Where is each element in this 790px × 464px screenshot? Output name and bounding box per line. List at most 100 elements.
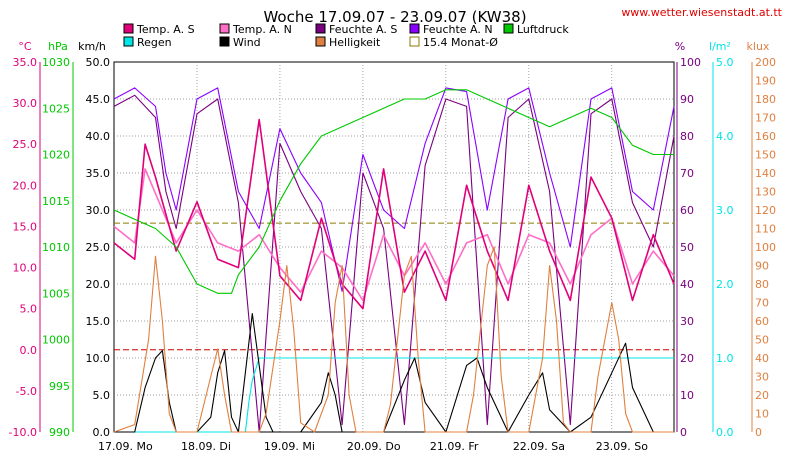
tick-humidity: 0 [680,426,687,439]
x-tick-label: 21.09. Fr [430,440,479,453]
tick-light: 170 [755,112,776,125]
tick-wind: 20.0 [86,278,111,291]
legend-swatch [123,23,134,34]
legend-label: Feuchte A. S [329,23,397,36]
x-tick-label: 17.09. Mo [98,440,153,453]
x-tick-label: 20.09. Do [347,440,401,453]
tick-temp: 35.0 [13,56,38,69]
tick-light: 110 [755,223,776,236]
tick-light: 130 [755,186,776,199]
x-tick-label: 18.09. Di [181,440,231,453]
tick-light: 10 [755,408,769,421]
legend-swatch [219,36,230,47]
legend-swatch [315,36,326,47]
legend-label: Luftdruck [517,23,569,36]
tick-humidity: 70 [680,167,694,180]
tick-light: 180 [755,93,776,106]
source-url[interactable]: www.wetter.wiesenstadt.at.tt [621,6,782,19]
axis-unit-light: klux [747,40,770,53]
legend-swatch [503,23,514,34]
tick-temp: 30.0 [13,97,38,110]
tick-pressure: 1020 [42,149,70,162]
tick-light: 0 [755,426,762,439]
tick-pressure: 1010 [42,241,70,254]
x-tick-label: 23.09. So [596,440,648,453]
legend-swatch [123,36,134,47]
tick-light: 90 [755,260,769,273]
tick-light: 40 [755,352,769,365]
tick-humidity: 50 [680,241,694,254]
tick-wind: 40.0 [86,130,111,143]
tick-light: 160 [755,130,776,143]
tick-rain: 4.0 [716,130,734,143]
series-feuchte-a-n [113,87,675,292]
tick-temp: 25.0 [13,138,38,151]
tick-light: 200 [755,56,776,69]
legend-swatch [219,23,230,34]
tick-light: 70 [755,297,769,310]
tick-pressure: 1000 [42,334,70,347]
tick-humidity: 100 [680,56,701,69]
tick-temp: -5.0 [16,385,37,398]
series-helligkeit [113,246,674,433]
legend-label: Regen [137,36,172,49]
series-luftdruck [113,89,674,294]
chart-series [113,87,675,433]
tick-wind: 35.0 [86,167,111,180]
axis-unit-rain: l/m² [709,40,731,53]
tick-pressure: 1015 [42,195,70,208]
x-tick-label: 22.09. Sa [513,440,565,453]
legend-swatch [409,36,420,47]
legend-swatch [409,23,420,34]
tick-humidity: 80 [680,130,694,143]
tick-light: 80 [755,278,769,291]
tick-pressure: 1025 [42,102,70,115]
tick-wind: 0.0 [93,426,111,439]
axis-unit-pressure: hPa [48,40,68,53]
tick-humidity: 90 [680,93,694,106]
tick-rain: 0.0 [716,426,734,439]
tick-light: 140 [755,167,776,180]
series-regen [114,357,674,433]
tick-humidity: 40 [680,278,694,291]
chart-grid: 17.09. Mo 18.09. Di 19.09. Mi 20.09. Do 21.0… [98,61,675,453]
tick-temp: -10.0 [9,426,37,439]
legend-swatch [315,23,326,34]
legend-label: Temp. A. S [136,23,195,36]
tick-wind: 50.0 [86,56,111,69]
tick-wind: 5.0 [93,389,111,402]
tick-light: 190 [755,75,776,88]
tick-pressure: 1005 [42,287,70,300]
tick-wind: 15.0 [86,315,111,328]
tick-wind: 10.0 [86,352,111,365]
tick-temp: 20.0 [13,179,38,192]
axis-unit-temp: °C [18,40,32,53]
tick-wind: 30.0 [86,204,111,217]
legend-label: Temp. A. N [232,23,292,36]
tick-light: 150 [755,149,776,162]
x-tick-label: 19.09. Mi [264,440,315,453]
tick-light: 60 [755,315,769,328]
tick-temp: 15.0 [13,220,38,233]
tick-pressure: 990 [49,426,70,439]
axis-unit-wind: km/h [78,40,106,53]
legend-label: Wind [233,36,261,49]
tick-rain: 5.0 [716,56,734,69]
tick-pressure: 995 [49,380,70,393]
series-feuchte-a-s [113,94,675,433]
tick-light: 100 [755,241,776,254]
tick-humidity: 20 [680,352,694,365]
chart-title: Woche 17.09.07 - 23.09.07 (KW38) [263,8,526,26]
series-temp-a-s [113,118,675,310]
tick-temp: 0.0 [20,344,38,357]
tick-rain: 2.0 [716,278,734,291]
tick-humidity: 30 [680,315,694,328]
tick-rain: 1.0 [716,352,734,365]
tick-light: 20 [755,389,769,402]
legend-label: Feuchte A. N [423,23,493,36]
series-temp-a-n [113,168,675,302]
legend-label: 15.4 Monat-Ø [423,36,498,49]
chart-legend: Temp. A. S Temp. A. N Feuchte A. S Feuchte … [123,23,569,49]
tick-wind: 45.0 [86,93,111,106]
